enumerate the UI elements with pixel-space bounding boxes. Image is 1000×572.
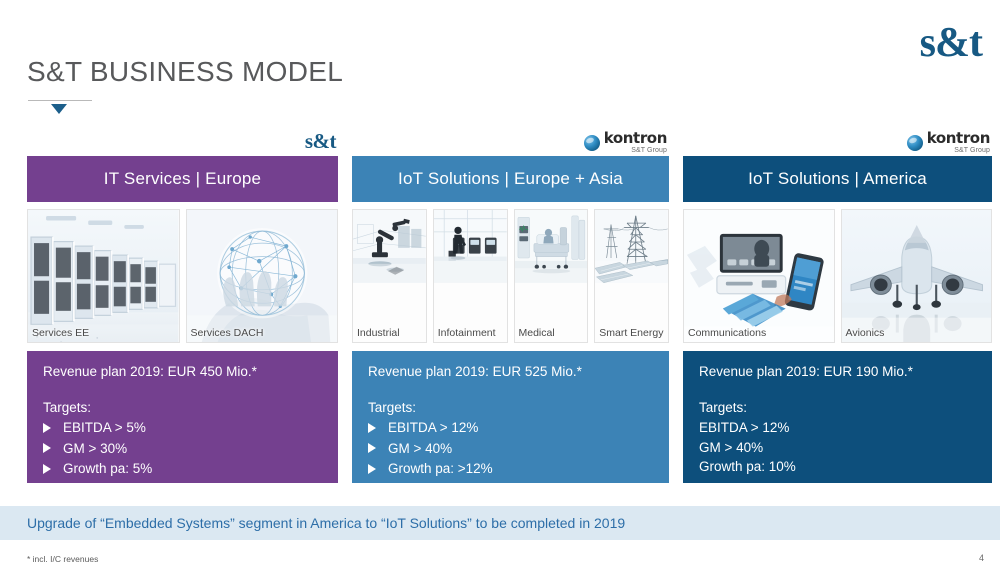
targets-label: Targets:	[43, 399, 92, 415]
target-text: Growth pa: 5%	[63, 461, 153, 476]
column-header-bar: IoT Solutions | America	[683, 156, 992, 202]
thumbnail-strip: Services EE	[27, 209, 338, 343]
thumbnail-strip: Communications	[683, 209, 992, 343]
thumbnail-communications: Communications	[683, 209, 835, 343]
revenue-plan: Revenue plan 2019: EUR 450 Mio.*	[43, 364, 257, 379]
column-iot-america: kontron S&T Group IoT Solutions | Americ…	[683, 120, 992, 500]
thumbnail-caption: Communications	[688, 327, 767, 339]
kontron-logo-text: kontron S&T Group	[603, 129, 668, 155]
column-logo-row: s&t	[27, 120, 338, 154]
target-text: EBITDA > 12%	[388, 420, 479, 435]
pylon-image	[595, 210, 668, 283]
st-logo-icon: s&t	[304, 129, 337, 153]
targets-list: EBITDA > 12% GM > 40% Growth pa: 10%	[699, 421, 976, 474]
thumbnail-caption: Avionics	[845, 327, 885, 339]
airplane-image	[841, 210, 991, 342]
column-header-bar: IT Services | Europe	[27, 156, 338, 202]
target-text: GM > 40%	[388, 440, 453, 456]
bullet-triangle-icon	[368, 463, 376, 474]
revenue-plan: Revenue plan 2019: EUR 190 Mio.*	[699, 364, 913, 379]
globe-icon	[906, 134, 923, 151]
target-text: Growth pa: 10%	[699, 459, 796, 474]
target-item: EBITDA > 12%	[368, 421, 653, 435]
targets-box: Revenue plan 2019: EUR 190 Mio.* Targets…	[683, 351, 992, 483]
thumbnail-smart-energy: Smart Energy	[594, 209, 669, 343]
thumbnail-caption: Smart Energy	[599, 327, 664, 339]
target-text: EBITDA > 12%	[699, 420, 790, 435]
thumbnail-medical: Medical	[513, 209, 589, 343]
kontron-name: kontron	[603, 129, 668, 147]
column-logo-row: kontron S&T Group	[683, 120, 992, 154]
st-brand-logo: s&t	[919, 20, 983, 66]
caret-down-icon	[51, 104, 67, 114]
targets-box: Revenue plan 2019: EUR 525 Mio.* Targets…	[352, 351, 669, 483]
column-header-bar: IoT Solutions | Europe + Asia	[352, 156, 669, 202]
targets-list: EBITDA > 5% GM > 30% Growth pa: 5%	[43, 421, 322, 476]
target-item: GM > 40%	[368, 440, 653, 456]
thumbnail-industrial: Industrial	[352, 209, 427, 343]
page-title: S&T BUSINESS MODEL	[27, 56, 344, 87]
column-iot-europe-asia: kontron S&T Group IoT Solutions | Europe…	[352, 120, 669, 500]
target-item: GM > 40%	[699, 439, 976, 455]
thumbnail-infotainment: Infotainment	[432, 209, 508, 343]
column-it-services-europe: s&t IT Services | Europe	[27, 120, 338, 500]
hand-globe-image	[186, 210, 337, 342]
target-text: GM > 30%	[63, 440, 128, 456]
targets-label: Targets:	[699, 399, 748, 415]
robot-arm-image	[353, 210, 426, 283]
footer-banner-text: Upgrade of “Embedded Systems” segment in…	[27, 515, 626, 531]
thumbnail-services-ee: Services EE	[27, 209, 180, 343]
thumbnail-strip: Industrial	[352, 209, 669, 343]
target-text: EBITDA > 5%	[63, 420, 146, 435]
targets-list: EBITDA > 12% GM > 40% Growth pa: >12%	[368, 421, 653, 476]
targets-label: Targets:	[368, 399, 417, 415]
kontron-logo: kontron S&T Group	[906, 129, 991, 155]
transit-image	[433, 210, 507, 283]
footer-banner: Upgrade of “Embedded Systems” segment in…	[0, 506, 1000, 540]
bullet-triangle-icon	[368, 443, 376, 454]
thumbnail-caption: Infotainment	[437, 327, 496, 339]
target-text: Growth pa: >12%	[388, 461, 493, 476]
target-item: EBITDA > 5%	[43, 421, 322, 435]
page-number: 4	[978, 553, 984, 563]
target-text: GM > 40%	[699, 439, 764, 455]
thumbnail-caption: Services EE	[32, 327, 90, 339]
target-item: GM > 30%	[43, 440, 322, 456]
bullet-triangle-icon	[43, 463, 51, 474]
kontron-subtitle: S&T Group	[954, 147, 990, 154]
target-item: Growth pa: 10%	[699, 460, 976, 474]
kontron-name: kontron	[926, 129, 991, 147]
bullet-triangle-icon	[43, 443, 51, 454]
globe-icon	[583, 134, 600, 151]
thumbnail-caption: Services DACH	[190, 327, 264, 339]
kontron-logo-text: kontron S&T Group	[926, 129, 991, 155]
thumbnail-services-dach: Services DACH	[185, 209, 338, 343]
bullet-triangle-icon	[43, 422, 51, 433]
target-item: EBITDA > 12%	[699, 421, 976, 435]
hospital-image	[514, 210, 588, 283]
title-divider	[28, 100, 92, 101]
business-model-columns: s&t IT Services | Europe	[27, 120, 992, 500]
thumbnail-caption: Medical	[518, 327, 555, 339]
kontron-logo: kontron S&T Group	[583, 129, 668, 155]
target-item: Growth pa: 5%	[43, 462, 322, 476]
devices-image	[684, 210, 834, 342]
targets-box: Revenue plan 2019: EUR 450 Mio.* Targets…	[27, 351, 338, 483]
thumbnail-caption: Industrial	[357, 327, 400, 339]
bullet-triangle-icon	[368, 422, 376, 433]
thumbnail-avionics: Avionics	[840, 209, 992, 343]
footnote: * incl. I/C revenues	[27, 554, 99, 564]
kontron-subtitle: S&T Group	[631, 147, 667, 154]
datacenter-image	[28, 210, 179, 342]
column-logo-row: kontron S&T Group	[352, 120, 669, 154]
revenue-plan: Revenue plan 2019: EUR 525 Mio.*	[368, 364, 582, 379]
target-item: Growth pa: >12%	[368, 462, 653, 476]
